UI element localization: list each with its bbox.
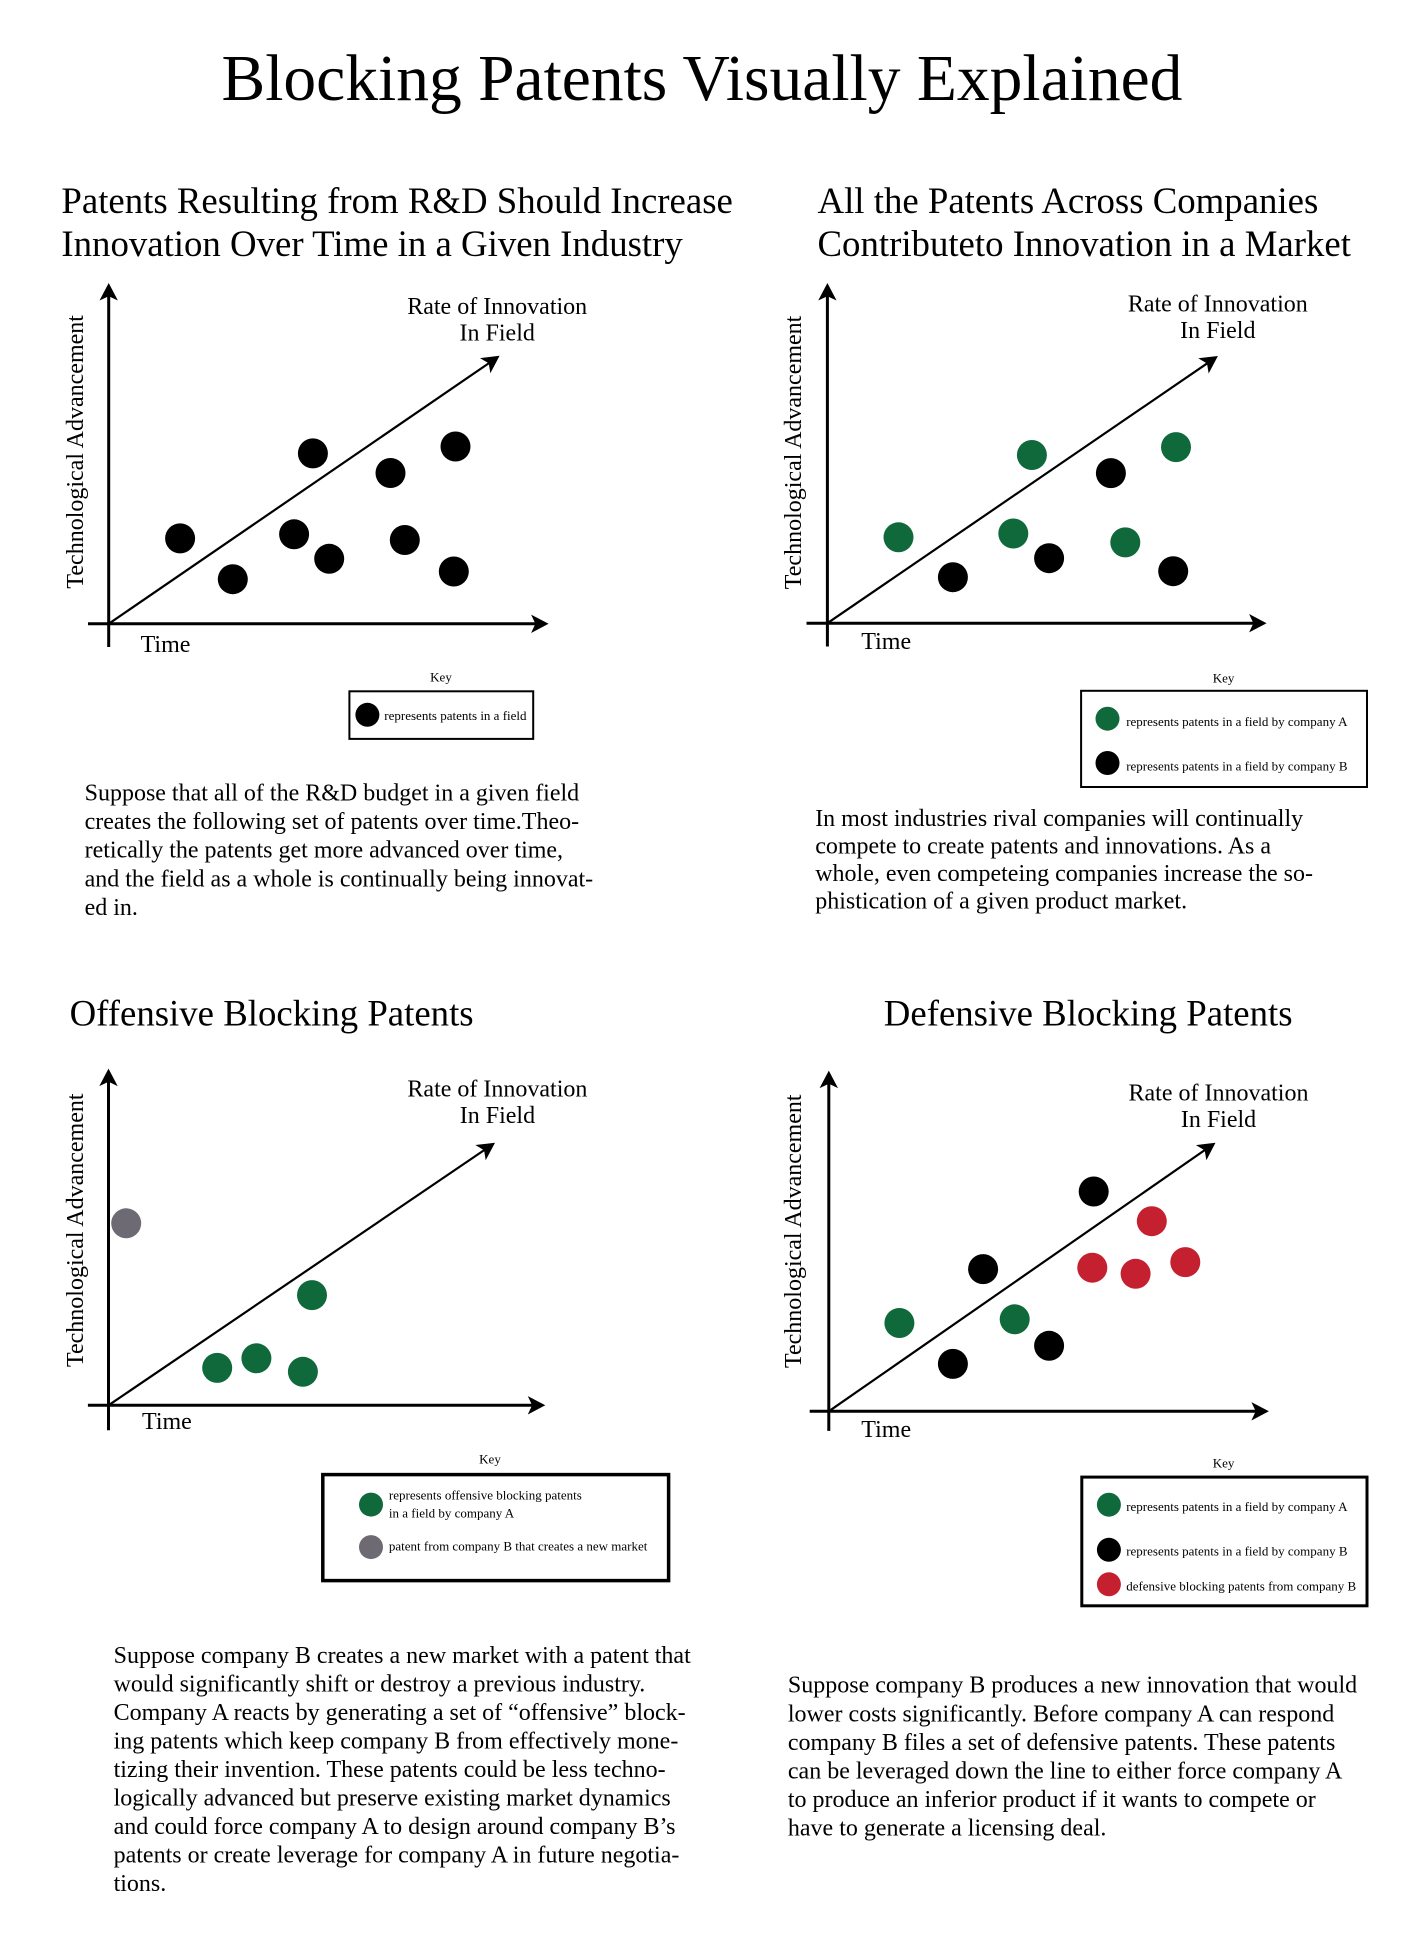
svg-text:Blocking Patents Visually Expl: Blocking Patents Visually Explained: [222, 43, 1183, 115]
svg-text:Time: Time: [141, 632, 191, 658]
svg-text:All the Patents Across Compani: All the Patents Across Companies: [818, 180, 1319, 221]
svg-text:Key: Key: [1213, 1456, 1235, 1471]
svg-text:represents patents in a field: represents patents in a field: [384, 708, 527, 723]
svg-text:in a field by company A: in a field by company A: [389, 1506, 515, 1521]
svg-text:represents patents in a field: represents patents in a field by company…: [1126, 758, 1348, 773]
svg-text:Technological Advancement: Technological Advancement: [781, 1094, 807, 1368]
svg-text:Time: Time: [861, 1417, 911, 1443]
svg-text:Rate of Innovation: Rate of Innovation: [407, 1076, 587, 1102]
svg-text:Defensive Blocking Patents: Defensive Blocking Patents: [884, 993, 1293, 1034]
svg-text:retically the patents get more: retically the patents get more advanced …: [85, 838, 563, 864]
svg-text:Contributeto Innovation in a M: Contributeto Innovation in a Market: [818, 223, 1351, 264]
svg-text:In Field: In Field: [460, 320, 535, 346]
svg-text:creates the following set of p: creates the following set of patents ove…: [85, 809, 580, 835]
svg-text:represents patents in a field: represents patents in a field by company…: [1126, 1499, 1348, 1514]
svg-text:Suppose company B creates a ne: Suppose company B creates a new market w…: [114, 1643, 691, 1669]
svg-text:and the field as a whole is co: and the field as a whole is continually …: [85, 866, 594, 892]
svg-text:Patents Resulting from R&D Sho: Patents Resulting from R&D Should Increa…: [61, 180, 732, 221]
svg-text:Technological Advancement: Technological Advancement: [63, 315, 89, 589]
svg-text:Innovation Over Time in a Give: Innovation Over Time in a Given Industry: [61, 223, 683, 264]
svg-text:Key: Key: [430, 670, 452, 685]
svg-text:ing patents which keep company: ing patents which keep company B from ef…: [114, 1728, 679, 1754]
svg-text:can be leveraged down the line: can be leveraged down the line to either…: [788, 1759, 1343, 1785]
svg-text:Key: Key: [1213, 671, 1235, 686]
svg-text:Rate of Innovation: Rate of Innovation: [407, 294, 587, 320]
svg-text:Rate of Innovation: Rate of Innovation: [1129, 1080, 1309, 1106]
svg-text:tions.: tions.: [114, 1871, 167, 1897]
svg-text:whole, even competeing compani: whole, even competeing companies increas…: [815, 861, 1313, 887]
svg-text:logically advanced but preserv: logically advanced but preserve existing…: [114, 1785, 671, 1811]
svg-text:Time: Time: [861, 629, 911, 655]
svg-text:represents patents in a field: represents patents in a field by company…: [1126, 1544, 1348, 1559]
svg-text:Suppose that all of the R&D bu: Suppose that all of the R&D budget in a …: [85, 781, 580, 807]
svg-text:Technological Advancement: Technological Advancement: [63, 1093, 89, 1367]
svg-text:patent from company B that cre: patent from company B that creates a new…: [389, 1538, 648, 1553]
svg-text:Offensive Blocking Patents: Offensive Blocking Patents: [70, 993, 474, 1034]
svg-text:Company A reacts by generating: Company A reacts by generating a set of …: [114, 1700, 686, 1726]
svg-text:Technological Advancement: Technological Advancement: [781, 315, 807, 589]
svg-text:to produce an inferior product: to produce an inferior product if it wan…: [788, 1787, 1316, 1813]
svg-text:Suppose company B produces a n: Suppose company B produces a new innovat…: [788, 1673, 1357, 1699]
svg-text:represents offensive blocking: represents offensive blocking patents: [389, 1488, 582, 1503]
svg-text:would significantly shift or d: would significantly shift or destroy a p…: [114, 1671, 646, 1697]
svg-text:In Field: In Field: [1180, 318, 1255, 344]
svg-text:Rate of Innovation: Rate of Innovation: [1128, 291, 1308, 317]
svg-text:compete to create patents and: compete to create patents and innovation…: [815, 834, 1271, 860]
svg-text:phistication of a given produc: phistication of a given product market.: [815, 889, 1187, 915]
svg-text:In most industries rival compa: In most industries rival companies will …: [815, 806, 1303, 832]
svg-text:In Field: In Field: [1181, 1107, 1256, 1133]
svg-text:company B files a set of defen: company B files a set of defensive paten…: [788, 1730, 1335, 1756]
svg-text:tizing their invention. These: tizing their invention. These patents co…: [114, 1757, 666, 1783]
svg-text:In Field: In Field: [460, 1103, 535, 1129]
svg-text:patents or create leverage for: patents or create leverage for company A…: [114, 1842, 680, 1868]
svg-text:have to generate a licensing d: have to generate a licensing deal.: [788, 1816, 1107, 1842]
svg-text:and could force company A to d: and could force company A to design arou…: [114, 1814, 676, 1840]
svg-text:ed in.: ed in.: [85, 895, 138, 921]
svg-text:represents patents in a field: represents patents in a field by company…: [1126, 714, 1348, 729]
svg-text:defensive blocking patents fro: defensive blocking patents from company …: [1126, 1579, 1356, 1594]
svg-text:lower costs significantly. Bef: lower costs significantly. Before compan…: [788, 1701, 1334, 1727]
svg-text:Key: Key: [479, 1451, 501, 1466]
svg-text:Time: Time: [142, 1409, 192, 1435]
